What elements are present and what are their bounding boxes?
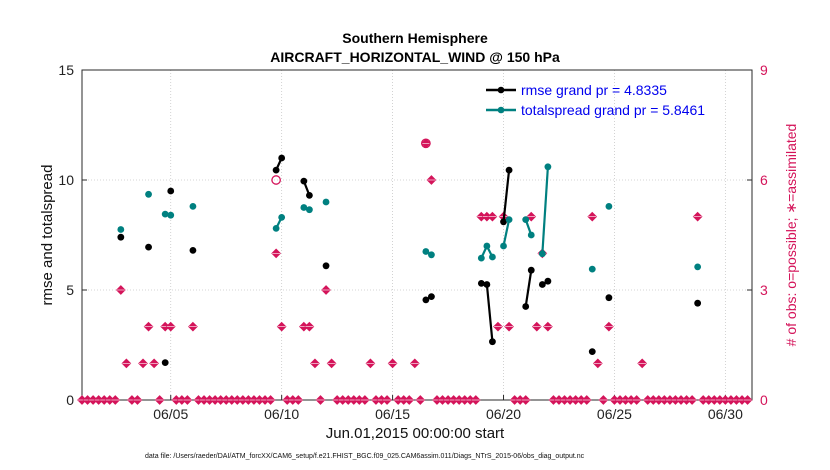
y2-tick-label: 6 — [760, 172, 768, 188]
data-point-rmse — [161, 359, 169, 366]
data-point-spread — [161, 210, 169, 218]
y-axis-label: rmse and totalspread — [39, 165, 56, 306]
grid — [82, 70, 752, 400]
x-tick-label: 06/15 — [375, 406, 410, 422]
legend: rmse grand pr = 4.8335 totalspread grand… — [486, 82, 705, 118]
data-point-rmse — [588, 348, 596, 355]
plot-frame — [81, 69, 753, 401]
data-point-rmse — [145, 243, 152, 251]
data-point-rmse — [189, 247, 197, 254]
series-line-spread — [502, 219, 511, 247]
legend-marker-spread — [497, 106, 505, 114]
data-point-rmse — [422, 296, 430, 304]
y-tick-label: 15 — [58, 62, 74, 78]
data-point-rmse — [278, 154, 286, 162]
data-point-spread — [605, 203, 613, 210]
data-point-rmse — [300, 177, 308, 185]
data-point-spread — [588, 265, 596, 273]
legend-marker-rmse — [497, 86, 505, 94]
x-tick-label: 06/30 — [708, 406, 743, 422]
legend-label-rmse: rmse grand pr = 4.8335 — [521, 82, 667, 98]
x-tick-label: 06/10 — [264, 406, 299, 422]
x-tick-label: 06/20 — [486, 406, 521, 422]
obs-possible-point — [271, 175, 281, 185]
data-point-spread — [544, 163, 552, 171]
footnote: data file: /Users/raeder/DAI/ATM_forcXX/… — [145, 453, 585, 460]
chart-subtitle: AIRCRAFT_HORIZONTAL_WIND @ 150 hPa — [270, 49, 560, 65]
data-point-rmse — [544, 277, 552, 285]
data-point-rmse — [167, 187, 175, 195]
data-point-rmse — [500, 218, 507, 226]
obs-possible-point — [421, 138, 431, 149]
data-point-rmse — [428, 293, 435, 300]
series-lines — [117, 154, 702, 366]
data-point-rmse — [477, 280, 485, 287]
data-point-rmse — [489, 338, 496, 346]
data-point-rmse — [272, 166, 280, 174]
data-point-spread — [538, 250, 546, 258]
x-tick-label: 06/05 — [153, 406, 188, 422]
y2-axis-label: # of obs: o=possible; ∗=assimilated — [783, 124, 799, 347]
x-axis: 06/05 06/10 06/15 06/20 06/25 06/30 — [153, 395, 743, 422]
data-point-rmse — [527, 266, 535, 274]
data-point-spread — [306, 206, 313, 214]
y-axis-left: 0 5 10 15 — [58, 62, 87, 408]
data-point-rmse — [538, 281, 546, 288]
data-point-spread — [322, 198, 330, 206]
data-point-spread — [500, 242, 507, 250]
data-point-rmse — [322, 262, 330, 270]
data-point-spread — [505, 216, 513, 224]
data-point-rmse — [117, 233, 125, 241]
data-point-rmse — [306, 192, 313, 199]
data-point-spread — [145, 190, 152, 198]
data-point-spread — [477, 254, 485, 262]
x-axis-label: Jun.01,2015 00:00:00 start — [326, 425, 505, 442]
x-tick-label: 06/25 — [597, 406, 632, 422]
data-point-spread — [189, 203, 197, 210]
data-point-spread — [483, 242, 491, 250]
data-point-rmse — [694, 299, 702, 307]
data-point-spread — [272, 225, 280, 232]
series-line-rmse — [481, 282, 494, 342]
data-point-rmse — [505, 166, 513, 174]
series-line-rmse — [502, 169, 511, 222]
data-point-spread — [117, 226, 125, 233]
chart-title: Southern Hemisphere — [342, 30, 488, 46]
data-point-spread — [278, 214, 286, 221]
y-tick-label: 10 — [58, 172, 74, 188]
data-point-rmse — [605, 294, 613, 302]
y-tick-label: 0 — [66, 392, 74, 408]
series-line-rmse — [524, 270, 533, 307]
y2-tick-label: 0 — [760, 392, 768, 408]
data-point-spread — [694, 263, 702, 271]
data-point-spread — [489, 253, 496, 261]
data-point-rmse — [522, 303, 530, 310]
data-point-spread — [527, 231, 535, 239]
data-point-spread — [422, 248, 430, 255]
y2-tick-label: 3 — [760, 282, 768, 298]
obs-markers — [77, 138, 753, 405]
data-point-spread — [300, 204, 308, 211]
data-point-rmse — [483, 281, 491, 288]
y-tick-label: 5 — [66, 282, 74, 298]
data-point-spread — [167, 211, 175, 219]
data-point-spread — [428, 251, 435, 259]
legend-label-spread: totalspread grand pr = 5.8461 — [521, 102, 705, 118]
data-point-spread — [522, 216, 530, 224]
y-axis-right: 0 3 6 9 — [747, 62, 768, 408]
series-line-spread — [541, 166, 549, 254]
y2-tick-label: 9 — [760, 62, 768, 78]
